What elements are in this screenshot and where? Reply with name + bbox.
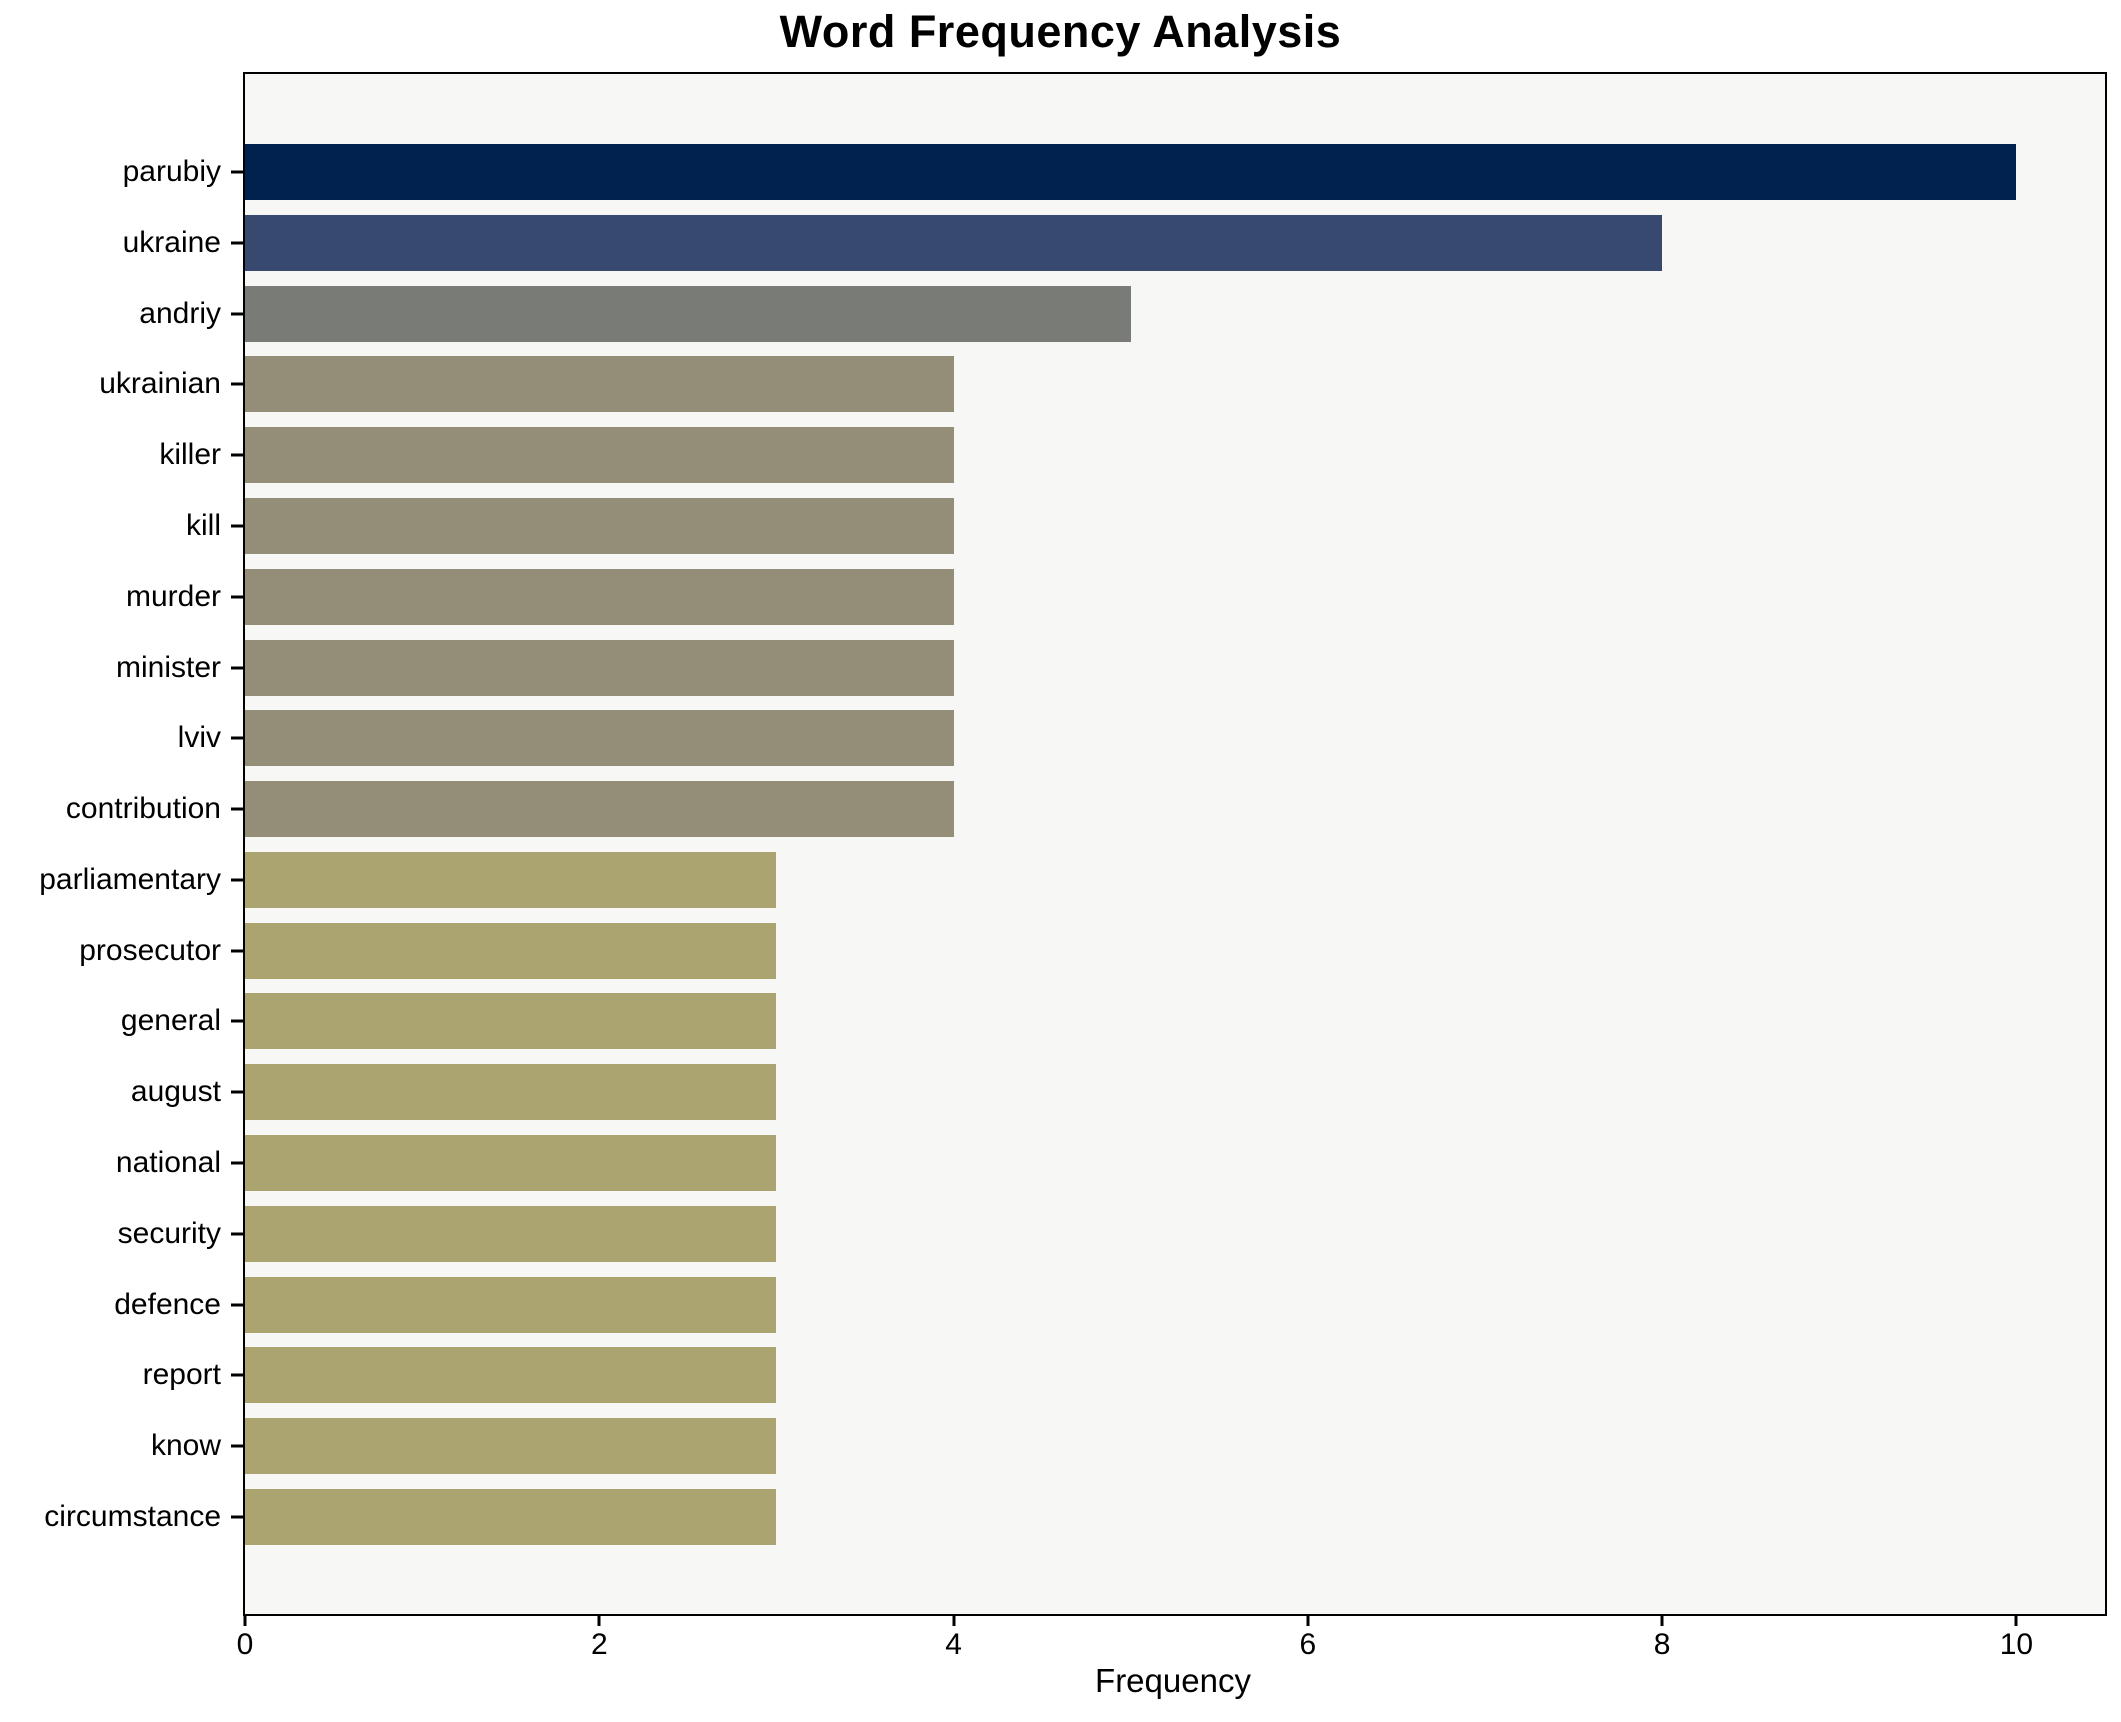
y-tick-label: august (130, 1075, 221, 1109)
y-tick-mark (231, 807, 243, 811)
bar-lviv (245, 710, 954, 767)
y-tick-label: report (142, 1358, 221, 1392)
y-tick-mark (231, 949, 243, 953)
x-tick-label: 0 (236, 1628, 254, 1661)
y-tick-mark (231, 1161, 243, 1165)
y-tick-mark (231, 382, 243, 386)
x-axis-title: Frequency (1095, 1662, 1251, 1699)
y-tick-label: national (115, 1146, 221, 1180)
y-tick-mark (231, 1515, 243, 1519)
x-tick-mark (243, 1614, 247, 1626)
bar-security (245, 1205, 777, 1262)
bar-parubiy (245, 144, 2017, 200)
x-tick-mark (2014, 1614, 2018, 1626)
bar-general (245, 993, 777, 1050)
bar-murder (245, 568, 954, 625)
bar-andriy (245, 285, 1131, 342)
plot-area (243, 72, 2107, 1616)
y-tick-mark (231, 878, 243, 882)
y-tick-mark (231, 241, 243, 245)
y-tick-label: kill (186, 508, 221, 542)
y-tick-label: ukrainian (99, 367, 221, 401)
x-tick-label: 10 (1999, 1628, 2034, 1661)
bar-know (245, 1418, 777, 1475)
x-tick-label: 4 (945, 1628, 962, 1661)
y-tick-label: parliamentary (39, 862, 221, 896)
y-tick-mark (231, 524, 243, 528)
y-tick-label: killer (159, 438, 221, 472)
y-tick-label: contribution (65, 792, 221, 826)
y-tick-label: andriy (139, 296, 221, 330)
x-tick-label: 8 (1653, 1628, 1671, 1661)
bar-august (245, 1064, 777, 1121)
y-tick-mark (231, 595, 243, 599)
y-tick-label: ukraine (122, 225, 221, 259)
bar-report (245, 1347, 777, 1404)
y-tick-mark (231, 1303, 243, 1307)
x-tick-mark (1306, 1614, 1310, 1626)
y-tick-label: murder (125, 579, 221, 613)
bar-contribution (245, 781, 954, 838)
y-tick-label: security (117, 1216, 221, 1250)
y-tick-mark (231, 1019, 243, 1023)
y-tick-label: general (120, 1004, 221, 1038)
chart-title: Word Frequency Analysis (779, 6, 1342, 57)
y-tick-label: prosecutor (79, 933, 221, 967)
bar-defence (245, 1276, 777, 1333)
y-tick-label: circumstance (44, 1500, 221, 1533)
bar-kill (245, 497, 954, 554)
y-axis: parubiy ukraine andriy ukrainian killer kill m… (0, 72, 243, 1612)
y-tick-label: lviv (177, 721, 221, 755)
y-tick-mark (231, 1232, 243, 1236)
bar-prosecutor (245, 922, 777, 979)
bar-ukraine (245, 214, 1663, 271)
y-tick-mark (231, 312, 243, 316)
y-tick-label: know (150, 1429, 221, 1463)
x-tick-mark (952, 1614, 956, 1626)
y-tick-mark (231, 736, 243, 740)
x-tick-mark (597, 1614, 601, 1626)
bar-national (245, 1135, 777, 1192)
bar-killer (245, 427, 954, 484)
bar-ukrainian (245, 356, 954, 413)
y-tick-mark (231, 1090, 243, 1094)
bar-circumstance (245, 1489, 777, 1545)
bar-parliamentary (245, 851, 777, 908)
y-tick-mark (231, 666, 243, 670)
y-tick-mark (231, 1373, 243, 1377)
y-tick-label: minister (115, 650, 221, 684)
x-tick-label: 6 (1299, 1628, 1317, 1661)
bar-minister (245, 639, 954, 696)
y-tick-mark (231, 1444, 243, 1448)
y-tick-mark (231, 170, 243, 174)
y-tick-mark (231, 453, 243, 457)
x-axis: 0 2 4 6 8 10 (0, 1614, 2121, 1694)
x-tick-mark (1660, 1614, 1664, 1626)
y-tick-label: parubiy (122, 155, 221, 188)
y-tick-label: defence (114, 1287, 221, 1321)
x-tick-label: 2 (590, 1628, 608, 1661)
